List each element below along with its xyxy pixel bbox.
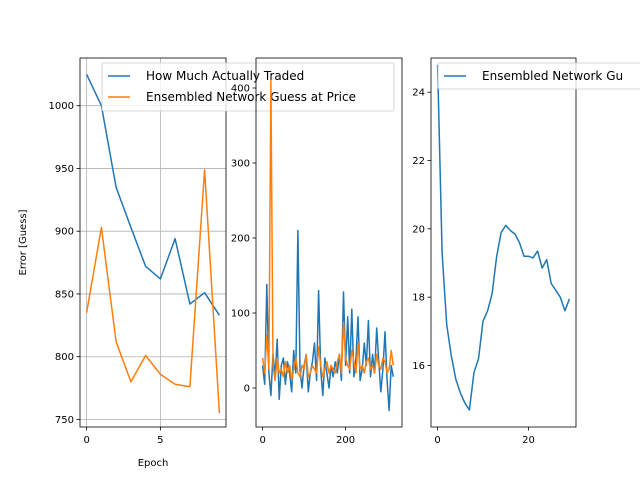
y-tick-label: 18	[412, 293, 425, 304]
series-line-0	[85, 73, 221, 316]
x-tick-label: 0	[434, 435, 440, 446]
legend-box	[437, 62, 640, 90]
y-tick-label: 0	[244, 384, 250, 395]
x-axis-label: Epoch	[138, 458, 169, 469]
legend-box	[101, 62, 395, 112]
y-tick-label: 850	[55, 289, 74, 300]
axes-frame	[430, 57, 577, 428]
legend-label-0: How Much Actually Traded	[146, 69, 304, 83]
series-line-0	[436, 64, 571, 411]
y-tick-label: 800	[55, 352, 74, 363]
x-tick-label: 200	[336, 435, 355, 446]
y-tick-label: 750	[55, 415, 74, 426]
y-tick-label: 24	[412, 88, 425, 99]
y-tick-label: 16	[412, 361, 425, 372]
series-line-1	[261, 79, 395, 382]
y-tick-label: 300	[231, 159, 250, 170]
x-tick-label: 0	[83, 435, 89, 446]
legend: Ensembled Network Gu	[437, 62, 640, 90]
axes-frame	[255, 57, 403, 428]
y-tick-label: 200	[231, 234, 250, 245]
x-tick-label: 5	[157, 435, 163, 446]
panel-middle: 0 200 0 100 200 300 400	[231, 57, 403, 446]
axes-frame	[79, 57, 227, 428]
legend-label-1: Ensembled Network Guess at Price	[146, 90, 356, 104]
legend-label-0: Ensembled Network Gu	[482, 69, 623, 83]
y-tick-label: 100	[231, 309, 250, 320]
y-tick-label: 900	[55, 227, 74, 238]
y-tick-label: 22	[412, 156, 425, 167]
y-tick-label: 20	[412, 224, 425, 235]
legend: How Much Actually Traded Ensembled Networ…	[101, 62, 395, 112]
y-tick-label: 950	[55, 164, 74, 175]
panel-right: 0 20 16 18 20 22 24 Ensembled Network Gu	[412, 57, 640, 446]
series-line-1	[85, 168, 221, 414]
y-tick-label: 400	[231, 84, 250, 95]
y-tick-label: 1000	[49, 101, 74, 112]
x-tick-label: 20	[522, 435, 535, 446]
x-tick-label: 0	[259, 435, 265, 446]
y-axis-label: Error [Guess]	[18, 209, 29, 275]
